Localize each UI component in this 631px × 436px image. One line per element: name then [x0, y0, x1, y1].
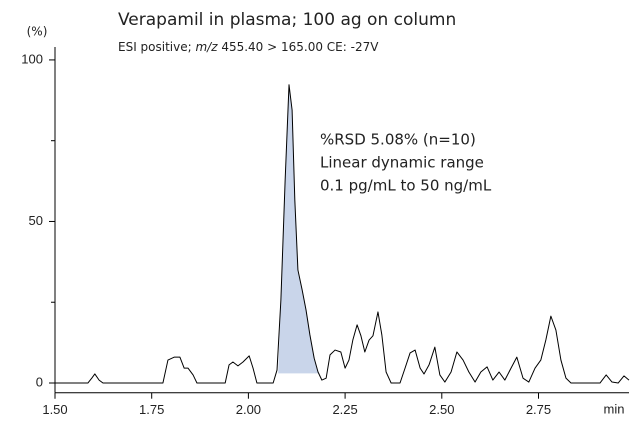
x-tick-label: 1.75	[139, 402, 164, 417]
x-unit: min	[604, 401, 625, 416]
subtitle-part: ESI positive;	[118, 40, 195, 54]
y-tick-label: 100	[21, 51, 43, 66]
annotation: 0.1 pg/mL to 50 ng/mL	[320, 177, 492, 195]
subtitle-part: 455.40 > 165.00 CE: -27V	[218, 40, 380, 54]
x-tick-label: 2.00	[236, 402, 261, 417]
x-tick-label: 2.25	[332, 402, 357, 417]
trace	[55, 84, 630, 384]
chart-title: Verapamil in plasma; 100 ag on column	[118, 10, 456, 30]
x-tick-label: 2.75	[526, 402, 551, 417]
x-tick-label: 1.50	[42, 402, 67, 417]
y-tick-label: 50	[29, 213, 43, 228]
y-unit: (%)	[27, 25, 48, 39]
annotation: %RSD 5.08% (n=10)	[320, 131, 476, 149]
x-tick-label: 2.50	[429, 402, 454, 417]
peak-area	[278, 84, 320, 374]
subtitle-part: m/z	[195, 40, 218, 54]
y-tick-label: 0	[36, 374, 43, 389]
annotation: Linear dynamic range	[320, 154, 484, 172]
chart-subtitle: ESI positive; m/z 455.40 > 165.00 CE: -2…	[118, 40, 379, 54]
